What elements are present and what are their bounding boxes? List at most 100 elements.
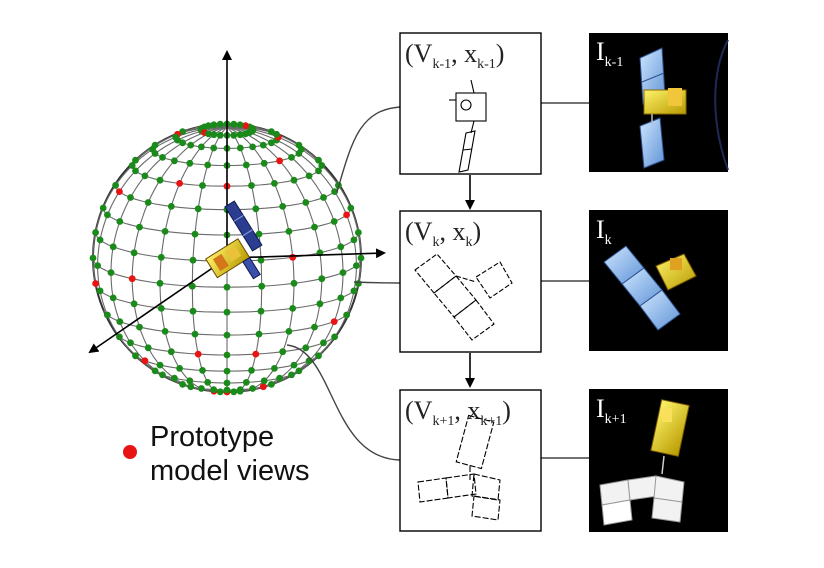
view-point: [216, 120, 224, 128]
prototype-view-point: [252, 350, 260, 358]
view-point: [350, 236, 358, 244]
view-point: [198, 143, 205, 151]
view-point: [315, 156, 322, 164]
view-point: [199, 182, 206, 189]
image-label: I: [596, 215, 605, 244]
view-point: [174, 136, 181, 144]
view-point: [276, 374, 283, 382]
view-point: [223, 386, 231, 394]
satellite-photo-k-minus-1: [639, 47, 687, 169]
connector-sphere-to-frame-top: [336, 106, 401, 193]
view-point: [339, 269, 347, 276]
view-point: [257, 307, 265, 315]
view-point: [305, 172, 313, 180]
view-label-close: ): [502, 396, 511, 425]
view-point: [347, 204, 355, 212]
view-label-v-sub: k+1: [432, 414, 454, 429]
view-point: [128, 162, 136, 169]
view-point: [156, 176, 164, 184]
view-point: [204, 161, 212, 169]
view-label-v: (V: [405, 396, 433, 425]
view-label-v: (V: [405, 39, 433, 68]
view-point: [337, 243, 345, 251]
view-point: [315, 352, 322, 360]
view-point: [89, 254, 97, 262]
view-point: [311, 223, 318, 231]
view-point: [210, 121, 218, 129]
view-point: [216, 388, 224, 396]
longitude-line: [226, 126, 323, 391]
view-point: [210, 131, 218, 139]
view-point: [318, 275, 326, 283]
view-point: [242, 379, 250, 386]
prototype-view-point: [92, 280, 99, 287]
prototype-view-point: [116, 188, 123, 196]
view-point: [151, 367, 159, 375]
x-axis: [226, 248, 386, 259]
view-point: [223, 367, 231, 375]
svg-text:(Vk-1, xk-1): (Vk-1, xk-1): [405, 39, 504, 72]
view-point: [216, 131, 224, 139]
view-point: [116, 333, 123, 341]
view-point: [242, 161, 250, 169]
view-point: [189, 307, 197, 315]
view-point: [320, 339, 327, 347]
view-point: [318, 162, 326, 169]
view-label-x: , x: [454, 396, 480, 425]
view-point: [279, 348, 287, 356]
view-point: [159, 371, 166, 379]
view-point: [96, 287, 104, 295]
prototype-view-point: [330, 318, 338, 325]
view-point: [268, 128, 275, 136]
view-point: [252, 205, 260, 213]
view-point: [204, 379, 212, 386]
view-point: [171, 374, 178, 382]
view-point: [289, 305, 297, 312]
coordinate-axes: [88, 50, 386, 354]
view-point: [268, 381, 275, 388]
view-point: [355, 280, 362, 287]
view-point: [290, 361, 298, 369]
view-point: [156, 279, 164, 287]
prototype-view-point: [276, 157, 283, 165]
view-point: [285, 328, 293, 335]
view-point: [249, 385, 256, 392]
view-point: [130, 300, 138, 308]
view-point: [159, 154, 166, 161]
view-point: [271, 365, 278, 372]
view-point: [176, 365, 184, 372]
view-point: [236, 121, 244, 129]
view-point: [186, 159, 194, 167]
view-point: [92, 229, 99, 236]
view-point: [255, 230, 263, 238]
svg-text:Ik: Ik: [596, 215, 612, 248]
view-point: [210, 144, 218, 152]
image-frame-k: Ik: [589, 210, 728, 351]
longitude-line: [226, 126, 263, 393]
view-point: [191, 330, 199, 338]
view-point: [337, 294, 345, 302]
view-point: [157, 305, 165, 312]
prototype-view-point: [259, 383, 267, 391]
view-point: [249, 143, 256, 151]
view-point: [248, 367, 255, 374]
view-point: [257, 256, 265, 264]
view-point: [161, 328, 169, 335]
view-point: [156, 361, 164, 369]
view-label-v-sub: k-1: [432, 57, 451, 72]
view-point: [132, 156, 139, 164]
view-point: [188, 282, 196, 290]
view-point: [350, 287, 358, 295]
view-point: [268, 139, 275, 147]
view-point: [357, 254, 365, 262]
view-point: [355, 229, 362, 236]
view-point: [141, 172, 149, 180]
view-point: [104, 311, 111, 319]
connectors: [286, 102, 589, 461]
view-point: [104, 211, 111, 219]
view-point: [205, 130, 212, 138]
legend-marker: [123, 445, 137, 459]
prototype-view-point: [194, 350, 202, 358]
view-point: [210, 386, 218, 393]
